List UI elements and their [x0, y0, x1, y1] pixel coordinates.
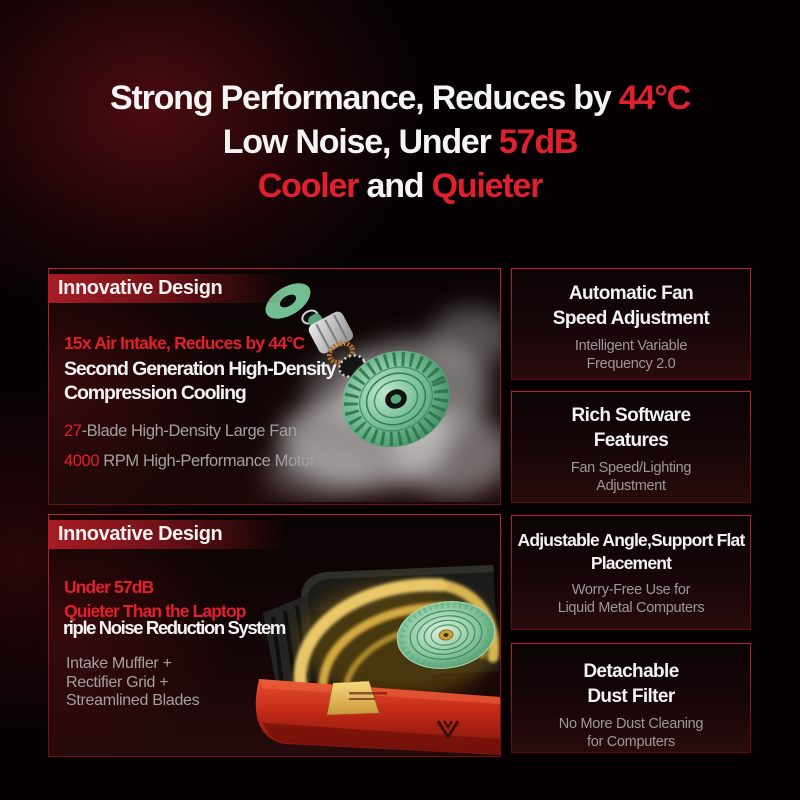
headline-3-red-1: Cooler — [257, 167, 360, 205]
feature-subtitle-line-2: Adjustment — [596, 478, 666, 494]
badge-label: Innovative Design — [58, 523, 223, 545]
feature-title-line-2: Features — [593, 430, 669, 451]
spec-blade-count: 27-Blade High-Density Large Fan — [64, 422, 297, 441]
noise-headline-red: Under 57dB Quieter Than the Laptop — [64, 575, 246, 623]
feature-subtitle-line-1: Worry-Free Use for — [571, 582, 691, 598]
panel-innovative-design-cooling: Innovative Design 15x Air Intake, Reduce… — [48, 268, 501, 505]
noise-headline-white: riple Noise Reduction System — [63, 617, 286, 638]
feature-title-line-2: Speed Adjustment — [552, 308, 710, 329]
feature-title-line-1: Automatic Fan — [568, 283, 694, 304]
badge-innovative-design: Innovative Design — [49, 520, 379, 549]
spec-rpm-value: 4000 — [64, 452, 100, 470]
feature-card-rich-software: Rich Software Features Fan Speed/Lightin… — [511, 391, 751, 503]
feature-title: Rich Software Features — [571, 403, 692, 453]
cooling-headline-white: Second Generation High-Density Compressi… — [64, 357, 337, 405]
feature-subtitle-line-1: No More Dust Cleaning — [558, 716, 704, 732]
headline-1-red: 44°C — [618, 79, 691, 117]
feature-card-adjustable-angle: Adjustable Angle,Support Flat Placement … — [511, 515, 751, 630]
headline-2-red: 57dB — [498, 123, 579, 161]
badge-innovative-design: Innovative Design — [49, 274, 379, 303]
feature-card-dust-filter: Detachable Dust Filter No More Dust Clea… — [511, 643, 751, 753]
feature-subtitle: Fan Speed/Lighting Adjustment — [570, 459, 692, 495]
spec-blade-value: 27 — [64, 422, 82, 440]
spec-rpm-text: RPM High-Performance Motor — [99, 452, 315, 470]
feature-subtitle-line-2: Frequency 2.0 — [586, 356, 676, 372]
feature-card-auto-fan-speed: Automatic Fan Speed Adjustment Intellige… — [511, 268, 751, 380]
feature-subtitle: Worry-Free Use for Liquid Metal Computer… — [558, 581, 705, 617]
headline-3-red-2: Quieter — [431, 167, 544, 205]
headline-line-1: Strong Performance, Reduces by 44°C — [0, 76, 800, 120]
feature-title-line-1: Adjustable Angle,Support Flat — [517, 530, 746, 550]
feature-subtitle: No More Dust Cleaning for Computers — [558, 715, 704, 751]
noise-red-line-1: Under 57dB — [64, 577, 154, 597]
noise-list-item-3: Streamlined Blades — [66, 692, 200, 709]
feature-title: Adjustable Angle,Support Flat Placement — [517, 529, 746, 575]
headline: Strong Performance, Reduces by 44°C Low … — [0, 76, 800, 208]
noise-list-item-1: Intake Muffler + — [66, 655, 172, 672]
panel-innovative-design-noise: Innovative Design Under 57dB Quieter Tha… — [48, 514, 501, 757]
pad-red-base — [255, 679, 500, 755]
pad-fan-disc — [396, 601, 496, 669]
feature-title: Automatic Fan Speed Adjustment — [553, 281, 710, 331]
headline-line-2: Low Noise, Under 57dB — [0, 120, 800, 164]
cooling-pad-illustration — [255, 565, 500, 755]
feature-title-line-2: Placement — [590, 553, 672, 573]
feature-subtitle-line-2: for Computers — [587, 734, 675, 750]
headline-line-3: Cooler and Quieter — [0, 164, 800, 208]
noise-red-line-2: Quieter Than the Laptop — [64, 601, 246, 621]
feature-title-line-2: Dust Filter — [587, 686, 675, 707]
badge-label: Innovative Design — [58, 277, 223, 299]
headline-2-white: Low Noise, Under — [222, 123, 499, 161]
feature-subtitle-line-1: Fan Speed/Lighting — [570, 460, 692, 476]
cooling-headline-white-line-2: Compression Cooling — [64, 382, 247, 404]
spec-blade-text: -Blade High-Density Large Fan — [81, 422, 297, 440]
feature-subtitle-line-1: Intelligent Variable — [574, 338, 688, 354]
spec-rpm: 4000 RPM High-Performance Motor — [64, 452, 315, 471]
noise-feature-list: Intake Muffler + Rectifier Grid + Stream… — [66, 655, 200, 711]
feature-subtitle: Intelligent Variable Frequency 2.0 — [574, 337, 688, 373]
brand-logo-icon — [436, 720, 460, 740]
feature-title-line-1: Detachable — [583, 661, 679, 682]
feature-subtitle-line-2: Liquid Metal Computers — [557, 600, 705, 616]
cooling-headline-red: 15x Air Intake, Reduces by 44°C — [64, 333, 305, 353]
headline-1-white: Strong Performance, Reduces by — [109, 79, 619, 117]
noise-list-item-2: Rectifier Grid + — [66, 673, 169, 691]
cooling-headline-white-line-1: Second Generation High-Density — [64, 358, 337, 380]
headline-3-white: and — [358, 167, 432, 205]
feature-title: Detachable Dust Filter — [583, 659, 679, 709]
feature-title-line-1: Rich Software — [571, 405, 692, 426]
base-fine-print — [349, 692, 387, 700]
